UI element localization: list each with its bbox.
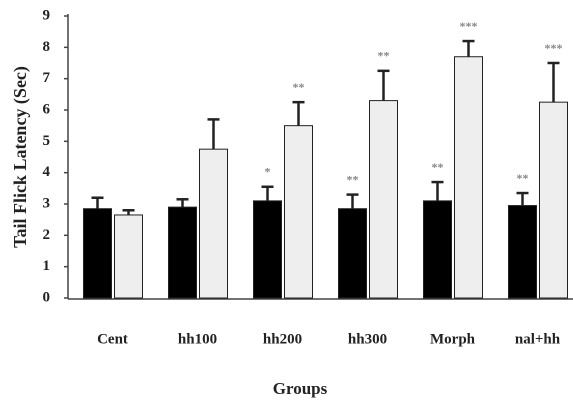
x-tick-label: nal+hh <box>515 331 561 347</box>
bar <box>508 205 537 299</box>
bar <box>423 200 452 299</box>
x-tick-label: Cent <box>97 331 128 347</box>
bar <box>369 100 398 299</box>
bar <box>199 148 228 299</box>
x-tick-label: hh200 <box>263 331 302 347</box>
error-bar <box>207 118 220 150</box>
error-bar <box>261 185 274 201</box>
bar <box>168 206 197 299</box>
bar <box>114 214 143 299</box>
significance-label: ** <box>347 172 359 186</box>
y-tick-label: 0 <box>43 289 51 305</box>
y-axis-title: Tail Flick Latency (Sec) <box>10 66 31 248</box>
y-tick-label: 5 <box>43 133 51 149</box>
y-tick-label: 8 <box>43 39 51 55</box>
error-bar <box>176 198 189 208</box>
y-tick-label: 6 <box>43 101 51 117</box>
error-bar <box>547 61 560 103</box>
significance-label: *** <box>545 41 563 55</box>
bar <box>253 200 282 299</box>
significance-label: ** <box>293 80 305 94</box>
significance-label: ** <box>517 171 529 185</box>
x-tick-label: Morph <box>430 331 476 347</box>
y-tick-label: 2 <box>43 227 51 243</box>
x-tick-label: hh300 <box>348 331 387 347</box>
bar <box>284 125 313 299</box>
x-axis-title: Groups <box>273 379 328 398</box>
error-bar <box>431 180 444 201</box>
y-tick-label: 9 <box>43 7 51 23</box>
error-bar <box>91 196 104 209</box>
error-bar <box>292 100 305 126</box>
significance-label: * <box>265 165 271 179</box>
error-bar <box>462 39 475 57</box>
error-bar <box>346 193 359 209</box>
bar <box>454 56 483 299</box>
bar <box>338 208 367 299</box>
y-tick-label: 1 <box>43 258 51 274</box>
significance-label: *** <box>460 19 478 33</box>
error-bar <box>516 191 529 206</box>
error-bar <box>377 69 390 101</box>
y-tick-label: 7 <box>43 70 51 86</box>
significance-label: ** <box>432 160 444 174</box>
bar <box>83 208 112 299</box>
y-tick-label: 4 <box>43 164 51 180</box>
error-bar <box>122 209 135 215</box>
significance-label: ** <box>378 49 390 63</box>
y-tick-label: 3 <box>43 195 51 211</box>
x-tick-label: hh100 <box>178 331 217 347</box>
bar <box>539 101 568 299</box>
